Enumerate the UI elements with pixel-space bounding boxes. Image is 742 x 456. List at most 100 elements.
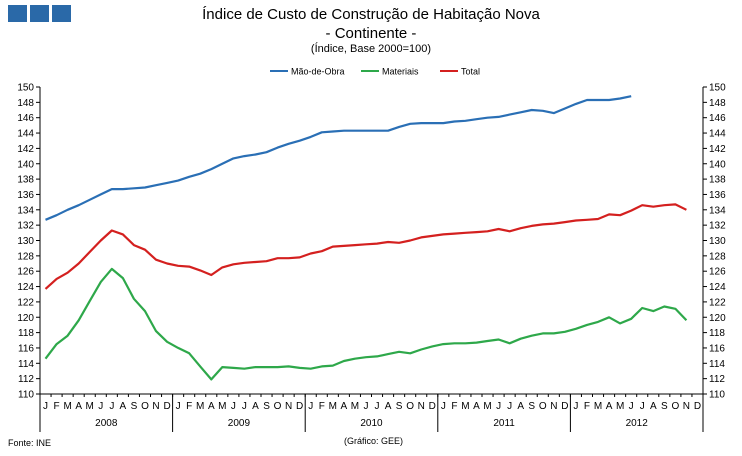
y-tick-label-left: 134 — [17, 205, 34, 216]
x-month-label: J — [308, 401, 313, 412]
y-tick-label-right: 128 — [709, 251, 726, 262]
y-tick-label-right: 140 — [709, 159, 726, 170]
y-tick-label-left: 116 — [18, 343, 34, 354]
x-month-label: D — [694, 401, 701, 412]
x-month-label: N — [152, 401, 159, 412]
x-month-label: F — [186, 401, 192, 412]
y-tick-label-left: 118 — [18, 328, 34, 339]
x-month-label: D — [561, 401, 568, 412]
x-month-label: J — [507, 401, 512, 412]
x-month-label: M — [86, 401, 94, 412]
y-tick-label-right: 120 — [709, 313, 726, 324]
x-month-label: O — [539, 401, 547, 412]
series-line — [44, 267, 688, 381]
x-month-label: D — [163, 401, 170, 412]
y-tick-label-left: 132 — [17, 221, 34, 232]
y-tick-label-right: 110 — [709, 390, 725, 401]
x-month-label: N — [683, 401, 690, 412]
y-tick-label-right: 114 — [709, 359, 725, 370]
y-tick-label-right: 122 — [709, 297, 726, 308]
x-month-label: M — [63, 401, 71, 412]
x-month-label: A — [252, 401, 259, 412]
y-tick-label-right: 144 — [709, 129, 726, 140]
y-tick-label-left: 140 — [17, 159, 34, 170]
x-month-label: M — [218, 401, 226, 412]
chart-subtitle: - Continente - — [325, 25, 417, 42]
y-tick-label-left: 146 — [17, 113, 34, 124]
y-tick-label-right: 118 — [709, 328, 725, 339]
x-month-label: A — [606, 401, 613, 412]
x-month-label: M — [329, 401, 337, 412]
y-tick-label-left: 112 — [18, 374, 34, 385]
x-month-label: D — [429, 401, 436, 412]
x-month-label: A — [517, 401, 524, 412]
x-month-label: J — [363, 401, 368, 412]
x-year-label: 2011 — [493, 418, 515, 429]
legend-label: Total — [461, 67, 480, 77]
x-month-label: F — [584, 401, 590, 412]
x-month-label: J — [573, 401, 578, 412]
y-tick-label-right: 150 — [709, 83, 726, 94]
x-month-label: J — [109, 401, 114, 412]
x-month-label: J — [176, 401, 181, 412]
x-month-label: S — [396, 401, 403, 412]
y-tick-label-left: 136 — [17, 190, 34, 201]
x-month-label: N — [550, 401, 557, 412]
y-tick-label-right: 132 — [709, 221, 726, 232]
x-month-label: O — [406, 401, 414, 412]
x-month-label: J — [640, 401, 645, 412]
x-month-label: A — [650, 401, 657, 412]
x-month-label: S — [528, 401, 535, 412]
x-month-label: M — [616, 401, 624, 412]
y-tick-label-left: 126 — [17, 267, 34, 278]
x-month-label: J — [43, 401, 48, 412]
logo — [8, 5, 71, 22]
logo-square — [52, 5, 71, 22]
series-line — [45, 95, 632, 221]
logo-square — [30, 5, 49, 22]
x-month-label: N — [418, 401, 425, 412]
y-tick-label-left: 138 — [17, 175, 34, 186]
x-month-label: J — [375, 401, 380, 412]
credit-label: (Gráfico: GEE) — [344, 436, 404, 446]
y-tick-label-left: 150 — [17, 83, 34, 94]
series-line — [44, 203, 687, 290]
x-month-label: M — [483, 401, 491, 412]
x-month-label: S — [661, 401, 668, 412]
x-year-label: 2010 — [360, 418, 383, 429]
y-tick-label-left: 142 — [17, 144, 34, 155]
chart-title: Índice de Custo de Construção de Habitaç… — [202, 6, 540, 23]
y-tick-label-left: 124 — [17, 282, 34, 293]
y-tick-label-left: 144 — [17, 129, 34, 140]
y-tick-label-right: 146 — [709, 113, 726, 124]
y-tick-label-left: 148 — [17, 98, 34, 109]
y-tick-label-right: 126 — [709, 267, 726, 278]
y-tick-label-right: 136 — [709, 190, 726, 201]
y-tick-label-left: 114 — [18, 359, 34, 370]
y-tick-label-left: 122 — [17, 297, 34, 308]
x-month-label: A — [208, 401, 215, 412]
y-tick-label-left: 130 — [17, 236, 34, 247]
logo-square — [8, 5, 27, 22]
y-tick-label-right: 148 — [709, 98, 726, 109]
y-tick-label-right: 134 — [709, 205, 726, 216]
x-month-label: A — [120, 401, 127, 412]
y-tick-label-right: 124 — [709, 282, 726, 293]
x-month-label: F — [54, 401, 60, 412]
x-month-label: M — [196, 401, 204, 412]
x-month-label: F — [451, 401, 457, 412]
x-month-label: A — [75, 401, 82, 412]
y-tick-label-left: 110 — [18, 390, 34, 401]
y-tick-label-right: 112 — [709, 374, 725, 385]
y-tick-label-right: 142 — [709, 144, 726, 155]
x-month-label: M — [461, 401, 469, 412]
x-year-label: 2012 — [626, 418, 649, 429]
y-tick-label-left: 120 — [17, 313, 34, 324]
chart-note: (Índice, Base 2000=100) — [310, 43, 432, 55]
y-tick-label-left: 128 — [17, 251, 34, 262]
x-month-label: J — [98, 401, 103, 412]
y-tick-label-right: 130 — [709, 236, 726, 247]
x-month-label: J — [629, 401, 634, 412]
x-month-label: O — [274, 401, 282, 412]
